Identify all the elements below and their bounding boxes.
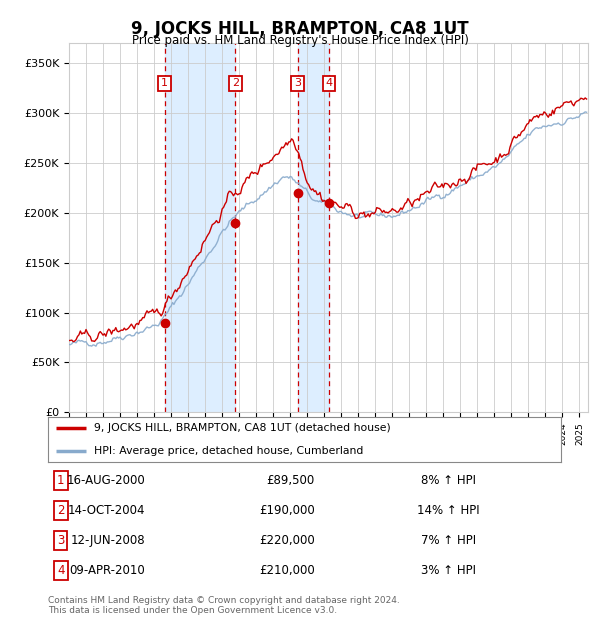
Text: 09-APR-2010: 09-APR-2010 — [70, 564, 145, 577]
Text: HPI: Average price, detached house, Cumberland: HPI: Average price, detached house, Cumb… — [94, 446, 364, 456]
Text: 3: 3 — [294, 78, 301, 88]
Text: 2: 2 — [57, 504, 65, 517]
Text: 1: 1 — [161, 78, 168, 88]
Text: This data is licensed under the Open Government Licence v3.0.: This data is licensed under the Open Gov… — [48, 606, 337, 616]
Text: 12-JUN-2008: 12-JUN-2008 — [71, 534, 145, 547]
Text: 9, JOCKS HILL, BRAMPTON, CA8 1UT: 9, JOCKS HILL, BRAMPTON, CA8 1UT — [131, 20, 469, 38]
Text: 3% ↑ HPI: 3% ↑ HPI — [421, 564, 476, 577]
Bar — [164, 43, 235, 412]
Text: 8% ↑ HPI: 8% ↑ HPI — [421, 474, 476, 487]
Text: 1: 1 — [57, 474, 65, 487]
Text: 14% ↑ HPI: 14% ↑ HPI — [417, 504, 479, 517]
Text: 14-OCT-2004: 14-OCT-2004 — [68, 504, 145, 517]
Text: Contains HM Land Registry data © Crown copyright and database right 2024.: Contains HM Land Registry data © Crown c… — [48, 596, 400, 606]
Text: £89,500: £89,500 — [266, 474, 315, 487]
Text: Price paid vs. HM Land Registry's House Price Index (HPI): Price paid vs. HM Land Registry's House … — [131, 34, 469, 47]
Text: 7% ↑ HPI: 7% ↑ HPI — [421, 534, 476, 547]
Text: 4: 4 — [325, 78, 332, 88]
Bar — [298, 43, 329, 412]
Text: 9, JOCKS HILL, BRAMPTON, CA8 1UT (detached house): 9, JOCKS HILL, BRAMPTON, CA8 1UT (detach… — [94, 423, 391, 433]
Text: 3: 3 — [57, 534, 65, 547]
Text: 2: 2 — [232, 78, 239, 88]
Text: 4: 4 — [57, 564, 65, 577]
Text: 16-AUG-2000: 16-AUG-2000 — [67, 474, 145, 487]
Text: £190,000: £190,000 — [259, 504, 315, 517]
Text: £210,000: £210,000 — [259, 564, 315, 577]
Text: £220,000: £220,000 — [259, 534, 315, 547]
